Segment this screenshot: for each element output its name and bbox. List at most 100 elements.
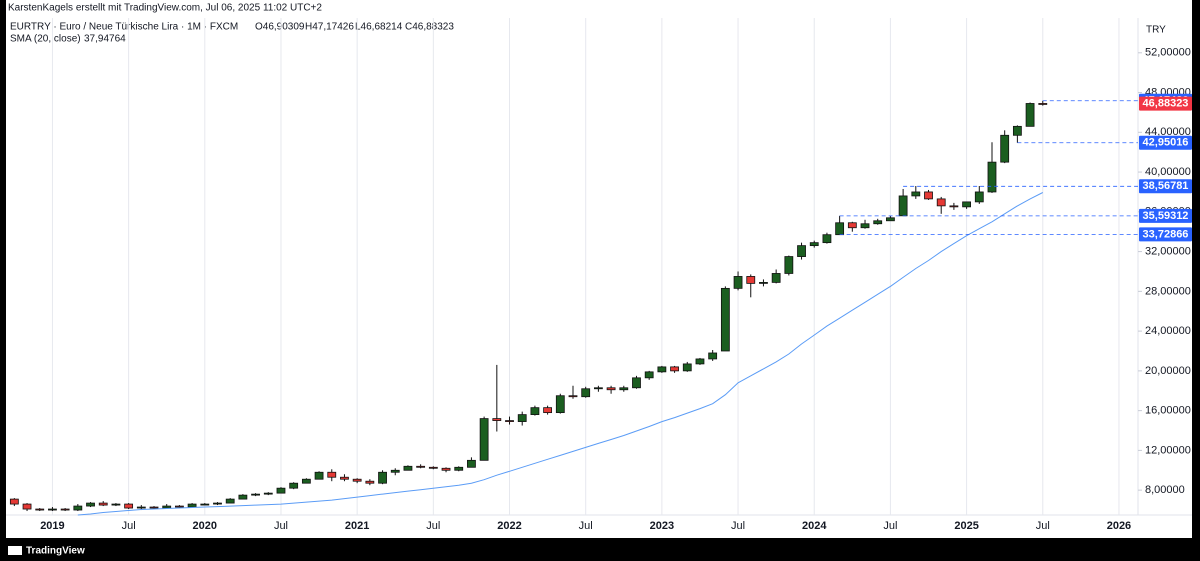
candle-body — [759, 282, 768, 284]
candle-body — [606, 387, 616, 391]
horizontal-line-label-box — [1139, 179, 1192, 194]
ohlc-value: C46,88323 — [405, 22, 454, 33]
candle-body — [175, 505, 184, 508]
candle-body — [987, 161, 997, 193]
candle-body — [479, 418, 489, 461]
chart-background — [6, 0, 1192, 538]
ohlc-value: L46,68214 — [355, 22, 403, 33]
candle-body — [949, 205, 959, 208]
candle-body — [276, 487, 286, 494]
x-tick-label: 2026 — [1107, 520, 1131, 532]
symbol: EURTRY · Euro / Neue Türkische Lira · 1M… — [10, 22, 238, 33]
x-tick-label: 2024 — [802, 520, 827, 532]
horizontal-line-label-box — [1139, 208, 1192, 223]
y-tick-label: 24,00000 — [1145, 325, 1191, 337]
y-tick-label: 44,00000 — [1145, 126, 1191, 138]
y-tick-label: 16,00000 — [1145, 405, 1191, 417]
candle-body — [822, 234, 832, 244]
credit: KarstenKagels erstellt mit TradingView.c… — [8, 3, 322, 14]
candle-body — [340, 476, 349, 480]
horizontal-line-label-text: 38,56781 — [1143, 180, 1189, 192]
candle-body — [657, 366, 667, 373]
candle-body — [251, 493, 260, 496]
candle-body — [86, 502, 95, 507]
sma-legend-value: 37,94764 — [84, 34, 126, 45]
candle-body — [1038, 103, 1048, 105]
y-tick-label: 40,00000 — [1145, 166, 1191, 178]
y-tick-label: 52,00000 — [1145, 47, 1191, 59]
candle-body — [860, 223, 870, 229]
candle-body — [327, 471, 337, 478]
x-tick-label: 2025 — [954, 520, 978, 532]
candle-body — [378, 471, 387, 484]
x-tick-label: 2019 — [40, 520, 64, 532]
sma-legend-name: SMA (20, close) — [10, 34, 81, 45]
candle-body — [898, 195, 908, 217]
y-tick-label: 32,00000 — [1145, 245, 1191, 257]
candle-body — [873, 220, 883, 225]
candle-body — [73, 505, 83, 511]
candle-body — [48, 508, 57, 511]
candle-body — [695, 358, 705, 365]
last-price-label-box — [1139, 96, 1192, 111]
candle-body — [682, 363, 692, 372]
x-tick-label: Jul — [426, 520, 440, 532]
candle-body — [314, 471, 324, 480]
candle-body — [530, 407, 540, 416]
x-tick-label: Jul — [731, 520, 745, 532]
candle-body — [60, 508, 70, 511]
candle-body — [517, 414, 527, 422]
sma-line — [77, 192, 1044, 516]
candle-body — [416, 465, 426, 468]
candle-body — [619, 387, 629, 391]
candle-body — [403, 465, 413, 471]
candle-body — [784, 256, 794, 274]
candle-body — [200, 503, 210, 506]
candle-body — [670, 366, 679, 372]
candles — [9, 100, 1048, 512]
candle-body — [1000, 134, 1010, 163]
y-tick-label: 28,00000 — [1145, 285, 1191, 297]
candle-body — [1025, 103, 1035, 127]
candle-body — [187, 503, 197, 508]
candle-body — [162, 505, 172, 509]
candle-body — [98, 502, 108, 506]
x-tick-label: 2022 — [497, 520, 521, 532]
candle-body — [1012, 125, 1022, 136]
ohlc-value: H47,17426 — [305, 22, 354, 33]
candle-body — [974, 191, 984, 203]
x-tick-label: 2023 — [650, 520, 674, 532]
candle-body — [543, 407, 553, 414]
horizontal-line-label-box — [1139, 135, 1192, 150]
candle-body — [467, 459, 476, 468]
ohlc-value: O46,90309 — [255, 22, 305, 33]
candle-body — [886, 217, 895, 222]
horizontal-line-label-text: 42,95016 — [1143, 137, 1189, 149]
horizontal-line-label-box — [1139, 227, 1192, 242]
candle-body — [936, 198, 946, 207]
candle-body — [555, 395, 565, 414]
y-tick-label: 8,00000 — [1145, 484, 1185, 496]
candle-body — [593, 387, 603, 390]
x-tick-label: Jul — [883, 520, 897, 532]
candle-body — [644, 371, 654, 379]
candle-body — [390, 469, 400, 473]
x-tick-label: Jul — [274, 520, 288, 532]
candle-body — [847, 222, 857, 229]
candle-body — [708, 352, 718, 360]
candle-body — [746, 276, 756, 284]
candle-body — [505, 420, 514, 422]
candle-body — [809, 242, 819, 247]
candle-body — [289, 482, 299, 489]
horizontal-line-label-text: 35,59312 — [1143, 210, 1189, 222]
candle-body — [797, 245, 806, 257]
candle-body — [238, 494, 248, 500]
x-tick-label: 2021 — [345, 520, 369, 532]
candle-body — [581, 388, 591, 398]
currency: TRY — [1146, 25, 1166, 36]
candle-body — [213, 502, 222, 505]
candle-body — [454, 466, 464, 471]
candle-body — [301, 478, 311, 484]
